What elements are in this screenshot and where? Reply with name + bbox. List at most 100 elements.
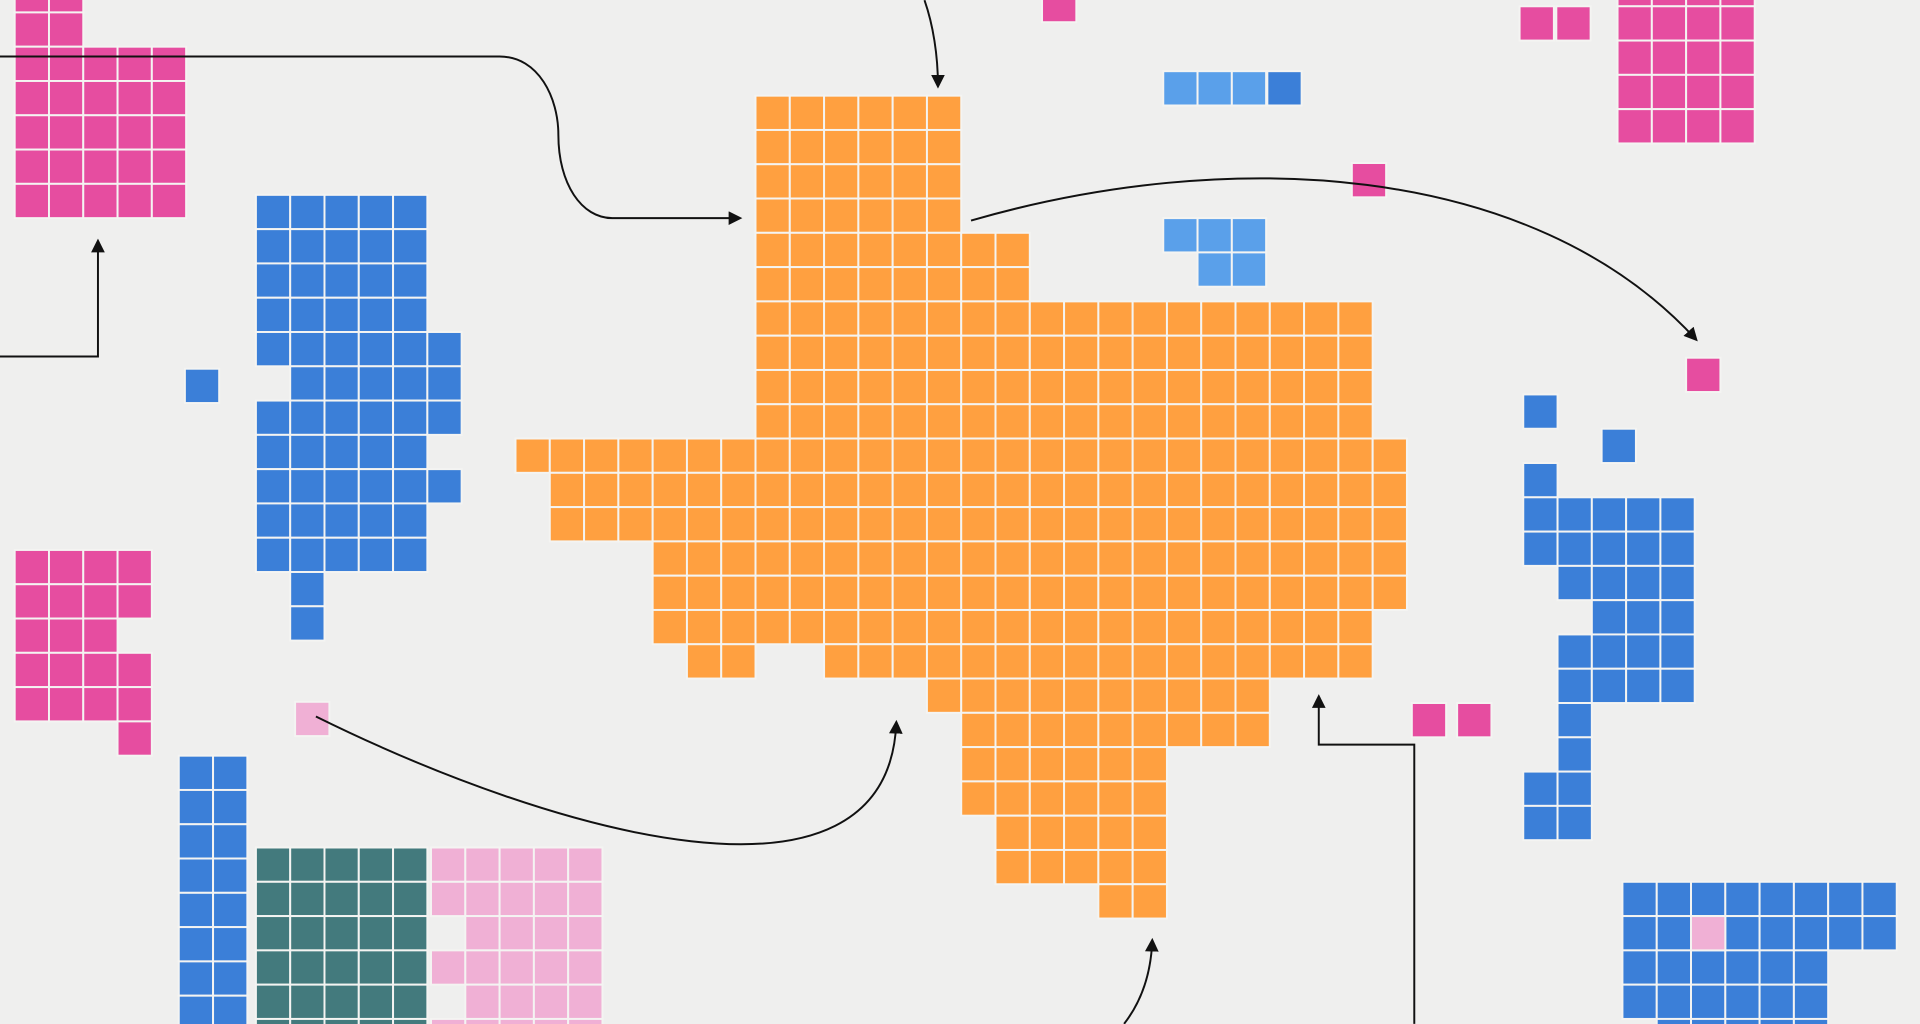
grid-cell bbox=[426, 468, 463, 505]
pink-top-left bbox=[13, 0, 188, 220]
grid-cell bbox=[788, 368, 826, 406]
grid-cell bbox=[1196, 251, 1233, 288]
grid-cell bbox=[357, 331, 395, 368]
grid-cell bbox=[1792, 983, 1830, 1020]
grid-cell bbox=[464, 983, 501, 1020]
grid-cell bbox=[1131, 780, 1168, 817]
teal-block bbox=[254, 846, 429, 1024]
grid-cell bbox=[82, 548, 119, 586]
grid-cell bbox=[994, 814, 1031, 851]
grid-cell bbox=[1522, 496, 1559, 533]
grid-cell bbox=[1028, 437, 1066, 474]
grid-cell bbox=[1650, 5, 1688, 42]
grid-cell bbox=[994, 574, 1031, 611]
grid-cell bbox=[891, 437, 928, 474]
arrow-top-down-to-texas bbox=[923, 0, 945, 89]
grid-cell bbox=[1650, 39, 1688, 76]
grid-cell bbox=[357, 468, 395, 505]
grid-cell bbox=[1028, 814, 1066, 851]
grid-cell bbox=[994, 848, 1031, 886]
grid-cell bbox=[150, 114, 188, 151]
grid-cell bbox=[891, 266, 928, 303]
grid-cell bbox=[254, 468, 292, 505]
grid-cell bbox=[994, 231, 1031, 269]
grid-cell bbox=[891, 128, 928, 166]
grid-cell bbox=[960, 540, 997, 577]
grid-cell bbox=[1097, 643, 1134, 680]
pink-pair-bottom bbox=[1456, 702, 1493, 739]
arrow-left-to-texas-bottom bbox=[315, 715, 903, 846]
grid-cell bbox=[1337, 471, 1374, 509]
grid-cell bbox=[994, 677, 1031, 714]
grid-cell bbox=[1268, 506, 1306, 543]
arrow-left-up-to-pink bbox=[0, 238, 105, 358]
grid-cell bbox=[212, 754, 249, 791]
grid-cell bbox=[823, 437, 860, 474]
grid-cell bbox=[823, 163, 860, 200]
grid-cell bbox=[392, 880, 429, 918]
grid-cell bbox=[994, 711, 1031, 749]
grid-cell bbox=[857, 437, 894, 474]
grid-cell bbox=[177, 960, 215, 997]
grid-cell bbox=[1063, 608, 1100, 646]
pink-top-right-pair bbox=[1555, 5, 1592, 42]
grid-cell bbox=[617, 437, 654, 474]
grid-cell bbox=[532, 1017, 570, 1024]
blue-top-single bbox=[1266, 70, 1303, 107]
grid-cell bbox=[426, 331, 463, 368]
grid-cell bbox=[754, 128, 791, 166]
grid-cell bbox=[150, 80, 188, 117]
grid-cell bbox=[754, 368, 791, 406]
grid-cell bbox=[392, 262, 429, 299]
grid-cell bbox=[254, 193, 292, 231]
grid-cell bbox=[1556, 804, 1593, 842]
grid-cell bbox=[1303, 437, 1340, 474]
grid-cell bbox=[994, 368, 1031, 406]
grid-cell bbox=[1337, 300, 1374, 337]
grid-cell bbox=[1165, 437, 1203, 474]
grid-cell bbox=[1200, 437, 1237, 474]
grid-cell bbox=[392, 846, 429, 883]
grid-cell bbox=[1303, 608, 1340, 646]
grid-cell bbox=[1063, 814, 1100, 851]
grid-cell bbox=[1234, 506, 1271, 543]
grid-cell bbox=[1303, 540, 1340, 577]
grid-cell bbox=[823, 197, 860, 234]
grid-cell bbox=[116, 148, 153, 185]
grid-cell bbox=[1028, 746, 1066, 783]
grid-cell bbox=[392, 1017, 429, 1024]
grid-cell bbox=[1165, 608, 1203, 646]
grid-cell bbox=[857, 574, 894, 611]
grid-cell bbox=[323, 983, 360, 1020]
blue-bottom-right bbox=[1621, 880, 1898, 1024]
grid-cell bbox=[1097, 574, 1134, 611]
grid-cell bbox=[1131, 848, 1168, 886]
grid-cell bbox=[13, 686, 50, 723]
grid-cell bbox=[823, 403, 860, 440]
grid-cell bbox=[857, 94, 894, 131]
grid-cell bbox=[1337, 437, 1374, 474]
grid-cell bbox=[925, 574, 963, 611]
grid-cell bbox=[1028, 643, 1066, 680]
grid-cell bbox=[48, 45, 85, 82]
grid-cell bbox=[254, 228, 292, 265]
grid-cell bbox=[13, 548, 50, 586]
grid-cell bbox=[1097, 780, 1134, 817]
grid-cell bbox=[548, 506, 586, 543]
grid-cell bbox=[994, 608, 1031, 646]
grid-cell bbox=[1097, 848, 1134, 886]
grid-cell bbox=[857, 368, 894, 406]
grid-cell bbox=[567, 949, 604, 986]
grid-cell bbox=[1063, 471, 1100, 509]
grid-cell bbox=[857, 471, 894, 509]
grid-cell bbox=[1655, 983, 1692, 1020]
grid-cell bbox=[13, 11, 50, 48]
grid-cell bbox=[960, 471, 997, 509]
grid-cell bbox=[1303, 300, 1340, 337]
grid-cell bbox=[430, 1017, 467, 1024]
grid-cell bbox=[323, 296, 360, 333]
grid-cell bbox=[289, 193, 326, 231]
grid-cell bbox=[13, 0, 50, 14]
grid-cell bbox=[960, 780, 997, 817]
grid-cell bbox=[1337, 643, 1374, 680]
